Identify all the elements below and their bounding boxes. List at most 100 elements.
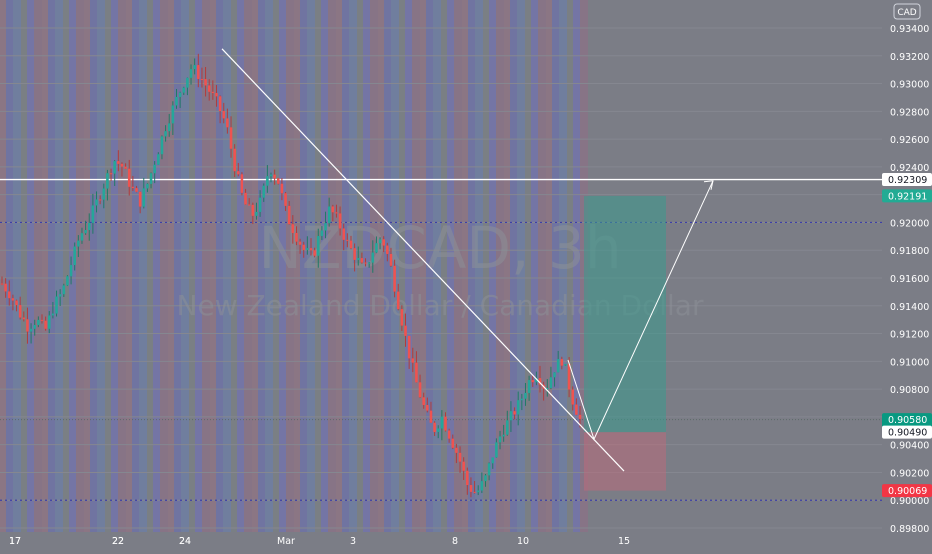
session-band bbox=[111, 0, 118, 532]
candle-body bbox=[538, 378, 542, 385]
candle-body bbox=[371, 252, 375, 263]
session-band bbox=[420, 0, 426, 532]
candle-body bbox=[69, 265, 73, 277]
session-band bbox=[349, 0, 357, 532]
candle-body bbox=[545, 388, 549, 390]
candle-body bbox=[346, 239, 349, 241]
candle-body bbox=[138, 191, 142, 207]
price-axis[interactable]: 0.93400 0.93200 0.93000 0.92800 0.92600 0.924… bbox=[882, 0, 932, 535]
candle-body bbox=[222, 111, 226, 119]
candle-body bbox=[33, 324, 37, 329]
candle-body bbox=[117, 161, 120, 164]
candle-body bbox=[480, 481, 484, 491]
take-profit-zone bbox=[584, 195, 666, 433]
candle-body bbox=[447, 430, 451, 439]
session-band bbox=[252, 0, 258, 532]
candle-body bbox=[127, 168, 131, 187]
session-band bbox=[174, 0, 181, 532]
candle-body bbox=[342, 228, 346, 240]
session-band bbox=[69, 0, 76, 532]
session-band bbox=[168, 0, 174, 532]
candle-body bbox=[95, 199, 98, 206]
candle-body bbox=[0, 283, 4, 285]
candle-body bbox=[407, 335, 411, 359]
price-tick-label: 0.93000 bbox=[890, 80, 929, 91]
candle-body bbox=[473, 491, 476, 493]
candle-body bbox=[386, 245, 389, 254]
candle-body bbox=[560, 359, 564, 366]
candle-body bbox=[77, 240, 80, 247]
candle-body bbox=[262, 185, 266, 198]
session-band bbox=[510, 0, 517, 532]
price-tick-label: 0.90800 bbox=[890, 385, 929, 396]
session-bands bbox=[0, 0, 588, 532]
currency-badge[interactable]: CAD bbox=[893, 3, 921, 20]
session-band bbox=[189, 0, 195, 532]
candle-body bbox=[142, 188, 146, 207]
candle-body bbox=[458, 452, 462, 462]
candle-body bbox=[37, 319, 40, 325]
candle-body bbox=[378, 239, 382, 244]
candle-body bbox=[509, 411, 513, 421]
candle-body bbox=[578, 414, 582, 419]
candle-body bbox=[207, 85, 211, 92]
candle-body bbox=[146, 183, 149, 189]
candle-body bbox=[51, 313, 55, 316]
session-band bbox=[21, 0, 27, 532]
session-band bbox=[42, 0, 48, 532]
session-band bbox=[441, 0, 447, 532]
resistance-label: 0.92309 bbox=[888, 175, 927, 186]
session-band bbox=[489, 0, 496, 532]
candle-body bbox=[440, 416, 444, 429]
candle-body bbox=[429, 410, 433, 423]
downtrend-line bbox=[221, 48, 625, 472]
session-band bbox=[546, 0, 552, 532]
session-band bbox=[84, 0, 90, 532]
take-profit-tag bbox=[882, 189, 932, 203]
candle-body bbox=[324, 223, 327, 231]
candle-body bbox=[320, 230, 324, 237]
session-band bbox=[462, 0, 468, 532]
price-tick-label: 0.89800 bbox=[890, 524, 929, 535]
session-band bbox=[279, 0, 286, 532]
session-band bbox=[27, 0, 34, 532]
session-band bbox=[531, 0, 538, 532]
session-band bbox=[286, 0, 294, 532]
candle-body bbox=[524, 392, 527, 399]
candle-body bbox=[484, 475, 487, 482]
candle-body bbox=[26, 319, 29, 332]
long-position-tool[interactable] bbox=[584, 195, 666, 491]
candle-body bbox=[444, 416, 447, 431]
session-band bbox=[126, 0, 132, 532]
session-band bbox=[384, 0, 391, 532]
session-band bbox=[504, 0, 510, 532]
candle-body bbox=[567, 364, 571, 390]
drawings[interactable] bbox=[221, 48, 714, 472]
candle-body bbox=[197, 65, 200, 79]
candle-body bbox=[22, 317, 26, 320]
candle-body bbox=[404, 325, 407, 336]
time-tick-label: 24 bbox=[179, 536, 191, 547]
session-band bbox=[216, 0, 223, 532]
candle-body bbox=[226, 118, 229, 128]
time-tick-label: 17 bbox=[9, 536, 21, 547]
candle-body bbox=[160, 136, 164, 155]
candle-body bbox=[204, 79, 207, 86]
take-profit-label: 0.92191 bbox=[888, 191, 927, 202]
session-band bbox=[265, 0, 273, 532]
candle-body bbox=[556, 359, 560, 373]
price-tick-label: 0.91200 bbox=[890, 330, 929, 341]
candle-body bbox=[186, 77, 189, 88]
candle-body bbox=[476, 490, 480, 493]
candle-body bbox=[280, 183, 284, 194]
candle-body bbox=[436, 428, 440, 432]
session-band bbox=[153, 0, 160, 532]
candle-body bbox=[367, 262, 371, 264]
session-band bbox=[496, 0, 504, 532]
time-tick-label: 15 bbox=[618, 536, 630, 547]
candle-body bbox=[29, 328, 33, 332]
session-band bbox=[55, 0, 63, 532]
